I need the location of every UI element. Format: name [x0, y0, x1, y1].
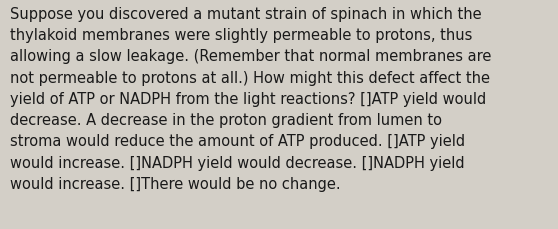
- Text: Suppose you discovered a mutant strain of spinach in which the
thylakoid membran: Suppose you discovered a mutant strain o…: [10, 7, 492, 191]
